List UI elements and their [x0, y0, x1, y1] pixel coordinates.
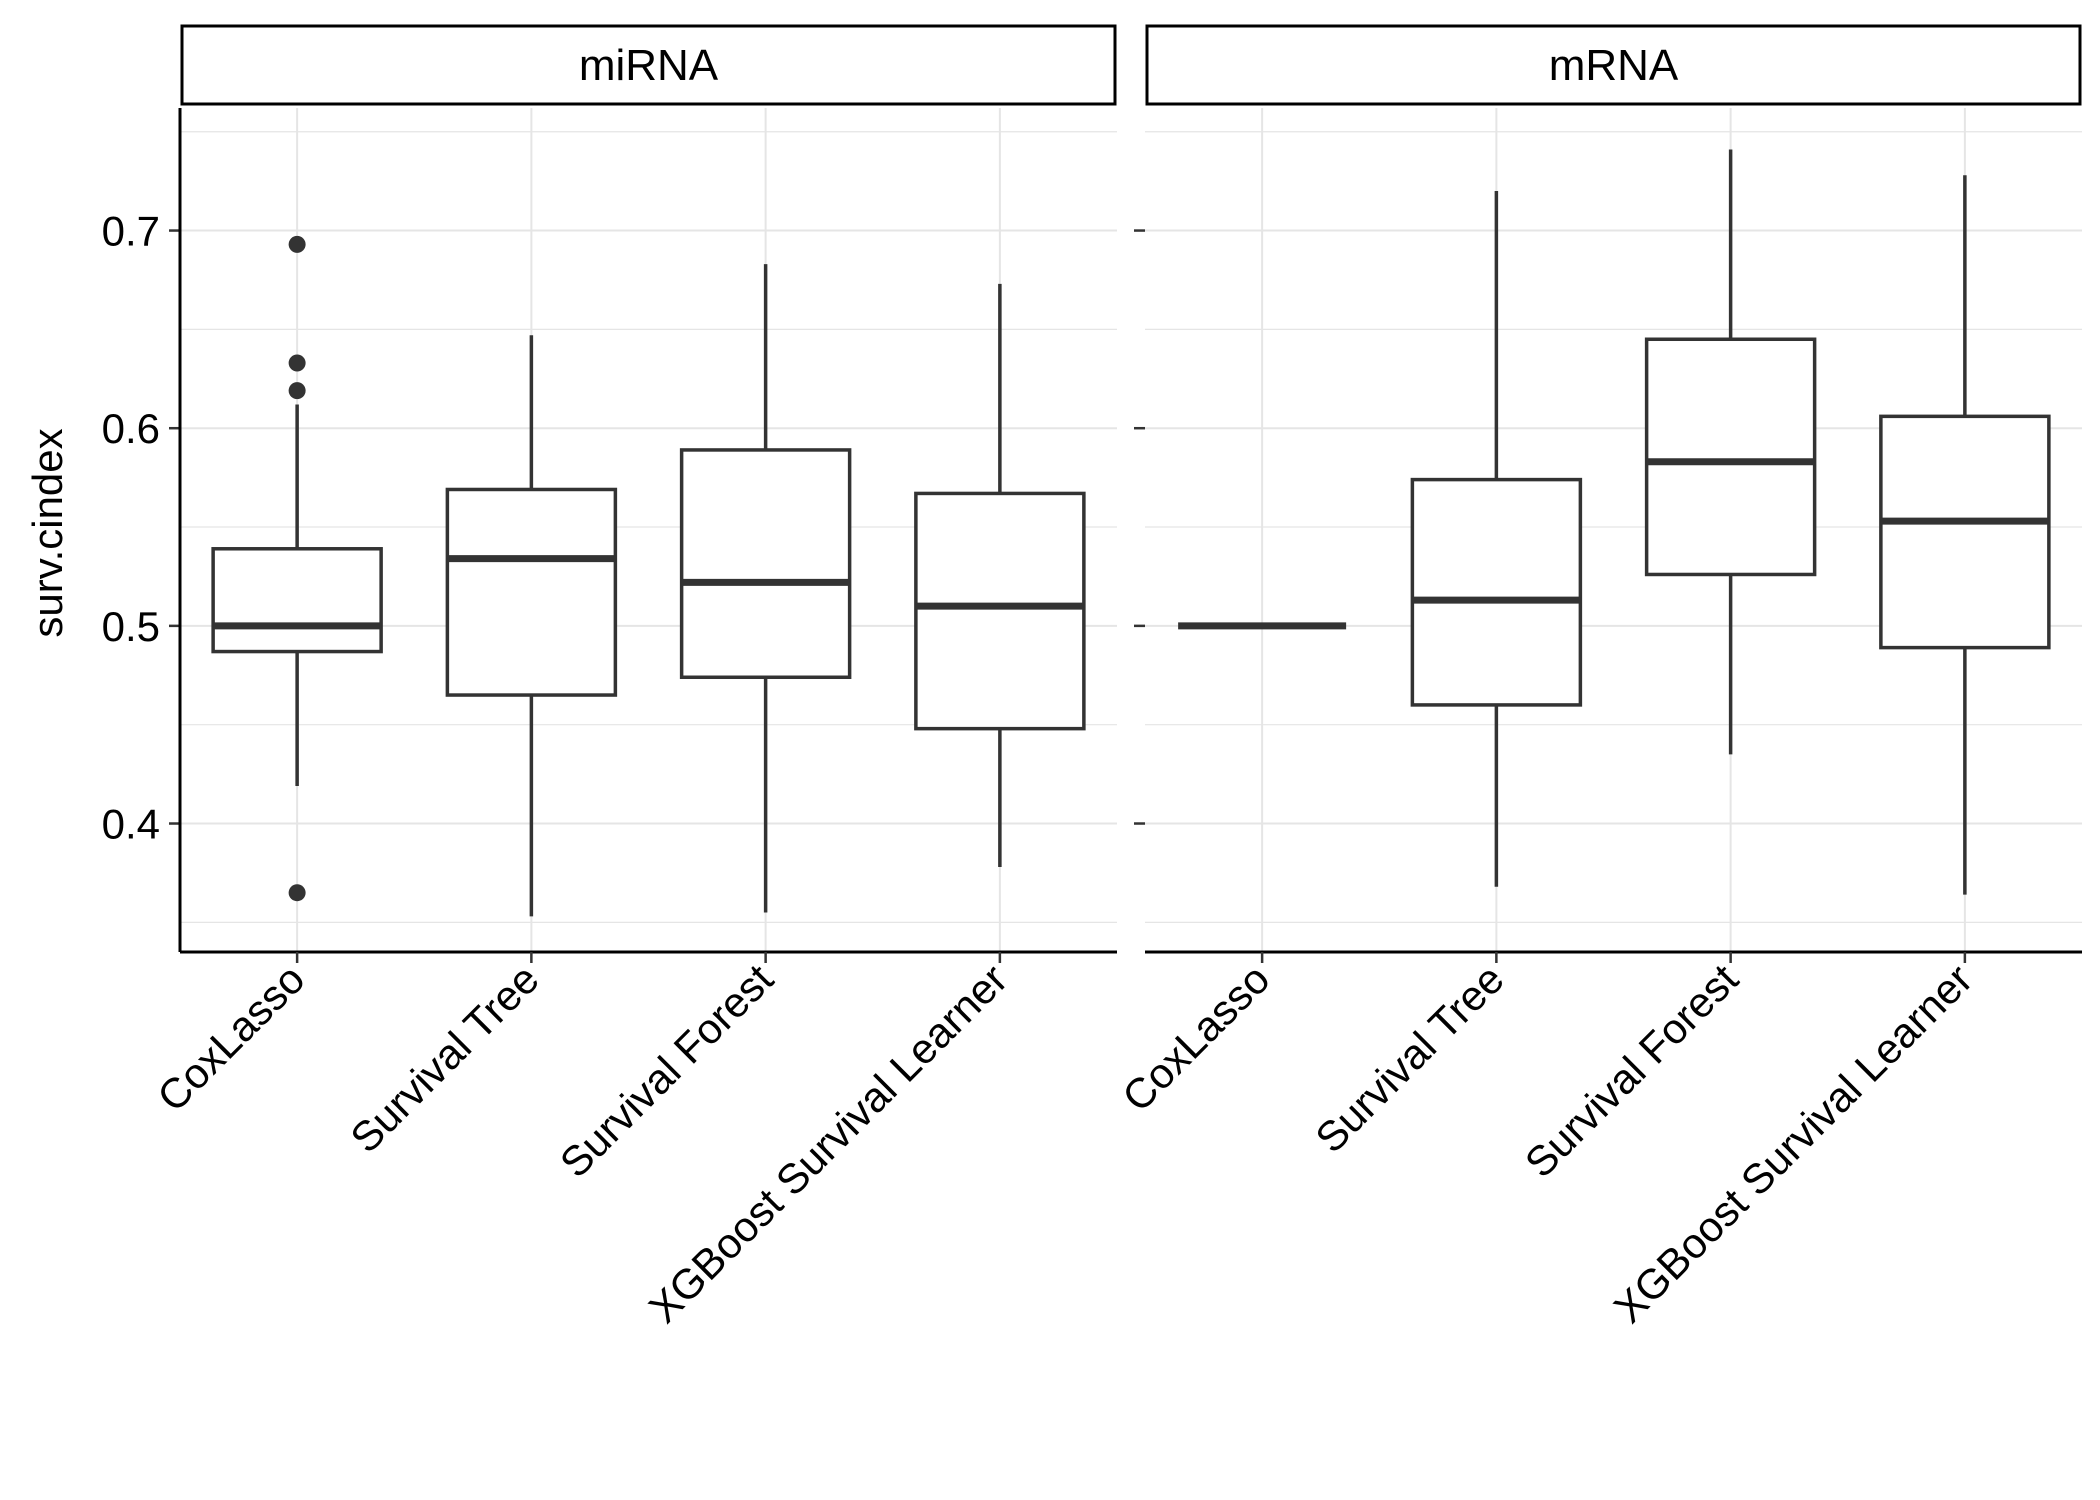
- box-mirna-xgboost-survival-learner: [914, 283, 1086, 868]
- y-axis-title: surv.cindex: [24, 428, 71, 637]
- box-body: [914, 491, 1086, 731]
- outlier-point: [288, 382, 306, 400]
- box-body: [1644, 337, 1817, 577]
- box-mirna-coxlasso: [211, 235, 383, 902]
- x-tick-label-coxlasso: CoxLasso: [1113, 955, 1278, 1120]
- box-body: [1410, 477, 1583, 707]
- facet-strip-label-mirna: miRNA: [579, 41, 719, 90]
- y-tick-label: 0.7: [102, 208, 160, 255]
- facet-strip-mirna: [180, 24, 1117, 106]
- facet-strips-layer: miRNA mRNA: [180, 24, 2082, 106]
- outlier-point: [288, 354, 306, 372]
- facet-strip-mrna: [1145, 24, 2082, 106]
- box-mrna-xgboost-survival-learner: [1879, 175, 2051, 895]
- y-tick-label: 0.4: [102, 801, 160, 848]
- axes-layer: [169, 108, 2082, 963]
- y-tick-label: 0.6: [102, 405, 160, 452]
- box-mirna-survival-forest: [679, 264, 852, 913]
- box-mirna-survival-tree: [445, 335, 618, 917]
- box-body: [679, 448, 852, 680]
- x-tick-label-survival-forest: Survival Forest: [551, 955, 783, 1187]
- x-tick-label-survival-tree: Survival Tree: [1306, 955, 1513, 1162]
- box-mrna-survival-tree: [1410, 191, 1583, 887]
- box-body: [1879, 414, 2051, 650]
- outlier-point: [288, 235, 306, 253]
- outlier-point: [288, 884, 306, 902]
- x-tick-label-coxlasso: CoxLasso: [148, 955, 313, 1120]
- x-tick-label-survival-forest: Survival Forest: [1516, 955, 1748, 1187]
- x-tick-label-survival-tree: Survival Tree: [341, 955, 548, 1162]
- box-body: [445, 487, 618, 697]
- box-body: [211, 547, 383, 654]
- boxes-layer: [211, 149, 2051, 917]
- box-mrna-survival-forest: [1644, 149, 1817, 755]
- facet-strip-label-mrna: mRNA: [1549, 41, 1679, 90]
- y-tick-label: 0.5: [102, 603, 160, 650]
